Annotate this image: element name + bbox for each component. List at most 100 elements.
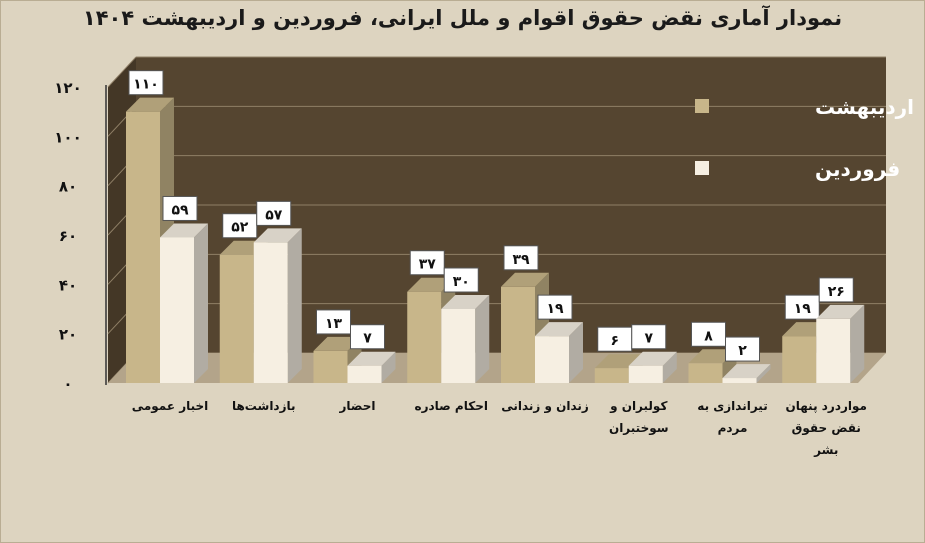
bar-top: [816, 304, 865, 319]
bar-side: [662, 351, 677, 383]
data-label-box: [631, 324, 667, 350]
data-label: ۱۱۰: [133, 77, 159, 93]
data-label-box: [443, 267, 479, 293]
data-label-box: [818, 277, 854, 303]
bar-front: [816, 318, 851, 383]
bar-front: [441, 309, 476, 383]
gridline: [107, 56, 137, 88]
bar-farvardin: [722, 364, 771, 383]
bar-side: [381, 351, 396, 383]
bar-front: [253, 242, 288, 383]
category-label: احضار: [339, 399, 376, 413]
bar-top: [407, 277, 456, 292]
data-label-box: [597, 326, 633, 352]
bar-front: [219, 254, 254, 383]
category-label: بازداشت‌ها: [232, 399, 296, 413]
bar-top: [126, 97, 174, 112]
legend-swatch: [695, 99, 709, 113]
data-label: ۳۹: [512, 252, 530, 268]
category-label-line: بازداشت‌ها: [232, 399, 296, 413]
bar-farvardin: [535, 322, 583, 383]
y-tick-label: ۱۰۰: [54, 128, 81, 146]
y-tick-label: ۸۰: [59, 178, 77, 196]
bar-side: [475, 295, 490, 383]
bar-front: [347, 365, 382, 383]
category-label-line: سوختبران: [609, 421, 669, 436]
bar-farvardin: [347, 351, 396, 383]
bar-top: [628, 351, 677, 366]
data-label: ۲۶: [828, 284, 845, 300]
chart-title: نمودار آماری نقض حقوق اقوام و ملل ایرانی…: [82, 6, 843, 30]
data-label-box: [784, 294, 820, 320]
data-label: ۶: [610, 333, 619, 349]
data-label: ۵۷: [265, 207, 283, 223]
bar-farvardin: [253, 228, 302, 383]
category-label-line: احکام صادره: [415, 399, 488, 414]
category-label-line: اخبار عمومی: [132, 399, 209, 414]
y-tick-label: ۶۰: [59, 227, 77, 245]
category-label: تیراندازی به مردم: [697, 399, 767, 436]
data-label-box: [316, 309, 351, 335]
bar-side: [850, 304, 865, 383]
y-tick-label: ۴۰: [59, 276, 77, 294]
bar-top: [688, 349, 737, 364]
legend-label: اردیبهشت: [815, 95, 914, 119]
bar-farvardin: [628, 351, 677, 383]
bar-farvardin: [816, 304, 865, 383]
bar-front: [628, 365, 663, 383]
data-label: ۱۹: [546, 301, 564, 317]
bar-top: [722, 364, 771, 379]
category-label: کولبران و سوختبران: [609, 399, 669, 436]
category-label: اخبار عمومی: [132, 399, 209, 414]
bar-front: [688, 363, 723, 383]
category-label-line: تیراندازی به: [697, 399, 767, 413]
bar-ordibehesht: [688, 349, 737, 383]
bar-front: [160, 237, 194, 383]
bar-top: [253, 228, 302, 243]
data-label: ۵۹: [171, 202, 189, 218]
data-label-box: [222, 213, 258, 239]
data-label-box: [162, 195, 198, 221]
bar-side: [756, 364, 771, 383]
data-label: ۱۳: [325, 316, 343, 332]
data-label-box: [691, 321, 726, 347]
category-label-line: نقض حقوق: [792, 421, 861, 436]
data-label-box: [350, 324, 385, 350]
bar-side: [569, 322, 583, 383]
data-label-box: [503, 245, 539, 271]
bar-front: [722, 378, 757, 383]
category-label-line: مردم: [718, 421, 748, 436]
bar-front: [313, 350, 348, 383]
category-label: احکام صادره: [415, 399, 488, 414]
bar-top: [441, 295, 490, 309]
bar-farvardin: [441, 295, 490, 383]
bar-front: [535, 336, 569, 383]
data-label-box: [256, 200, 292, 226]
data-label: ۱۹: [794, 301, 812, 317]
data-label-box: [537, 294, 573, 320]
bar-side: [194, 223, 208, 383]
bar-front: [782, 336, 817, 383]
category-label-line: کولبران و: [609, 399, 667, 414]
y-tick-label: ۲۰: [59, 326, 77, 344]
bar-front: [407, 291, 442, 383]
data-label-box: [725, 336, 760, 362]
category-label: زندان و زندانی: [501, 399, 589, 414]
category-label-line: زندان و زندانی: [501, 399, 589, 414]
bar-side: [287, 228, 302, 383]
bar-top: [347, 351, 396, 366]
category-label-line: بشر: [813, 443, 838, 457]
bar-front: [594, 368, 629, 383]
bar-top: [535, 322, 583, 337]
y-tick-label: ۰: [63, 375, 72, 393]
data-label: ۸: [704, 328, 713, 344]
y-tick-label: ۱۲۰: [54, 79, 81, 97]
legend-label: فروردین: [815, 157, 900, 181]
data-label: ۳۰: [453, 274, 470, 290]
category-label: مواردرد پنهان نقض حقوق بشر: [786, 399, 867, 457]
data-label-box: [128, 70, 164, 96]
category-label-line: مواردرد پنهان: [786, 399, 867, 414]
bar-farvardin: [160, 223, 208, 383]
bar-top: [160, 223, 208, 238]
